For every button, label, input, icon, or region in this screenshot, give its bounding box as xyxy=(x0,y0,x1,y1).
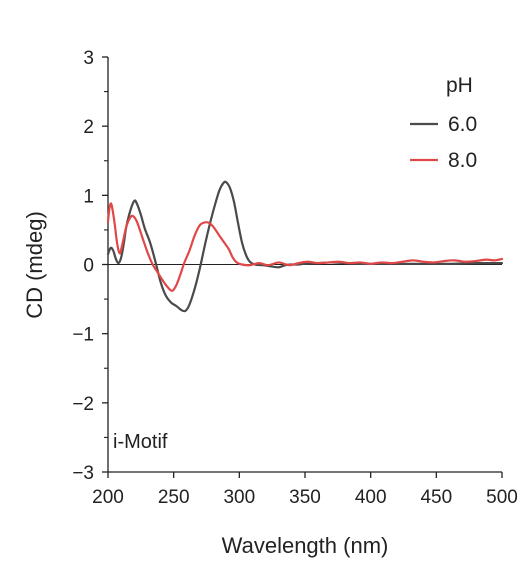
legend-title: pH xyxy=(446,74,473,97)
x-tick-label: 350 xyxy=(289,487,321,508)
x-axis-label: Wavelength (nm) xyxy=(222,533,389,558)
y-tick-label: 2 xyxy=(83,117,94,138)
y-axis-label: CD (mdeg) xyxy=(22,211,47,319)
x-tick-label: 200 xyxy=(92,487,124,508)
y-tick-label: −3 xyxy=(72,463,94,484)
axes: 3 2 1 0 −1 −2 −3 200 250 300 350 400 450 500 xyxy=(72,48,518,508)
i-motif-annotation: i-Motif xyxy=(113,431,168,453)
y-tick-label: −1 xyxy=(72,325,94,346)
x-tick-label: 500 xyxy=(486,487,518,508)
x-tick-label: 250 xyxy=(158,487,190,508)
y-tick-label: 0 xyxy=(83,256,94,277)
x-tick-label: 300 xyxy=(223,487,255,508)
series-layer xyxy=(106,180,504,313)
series-line-ph-6-0 xyxy=(106,180,504,313)
legend-label-8-0: 8.0 xyxy=(448,149,477,172)
y-tick-label: 3 xyxy=(83,48,94,69)
y-tick-label: −2 xyxy=(72,394,94,415)
legend: pH 6.0 8.0 xyxy=(410,74,477,172)
series-line-ph-8-0 xyxy=(106,202,504,292)
legend-label-6-0: 6.0 xyxy=(448,113,477,136)
y-tick-label: 1 xyxy=(83,186,94,207)
x-tick-label: 450 xyxy=(420,487,452,508)
x-tick-label: 400 xyxy=(355,487,387,508)
